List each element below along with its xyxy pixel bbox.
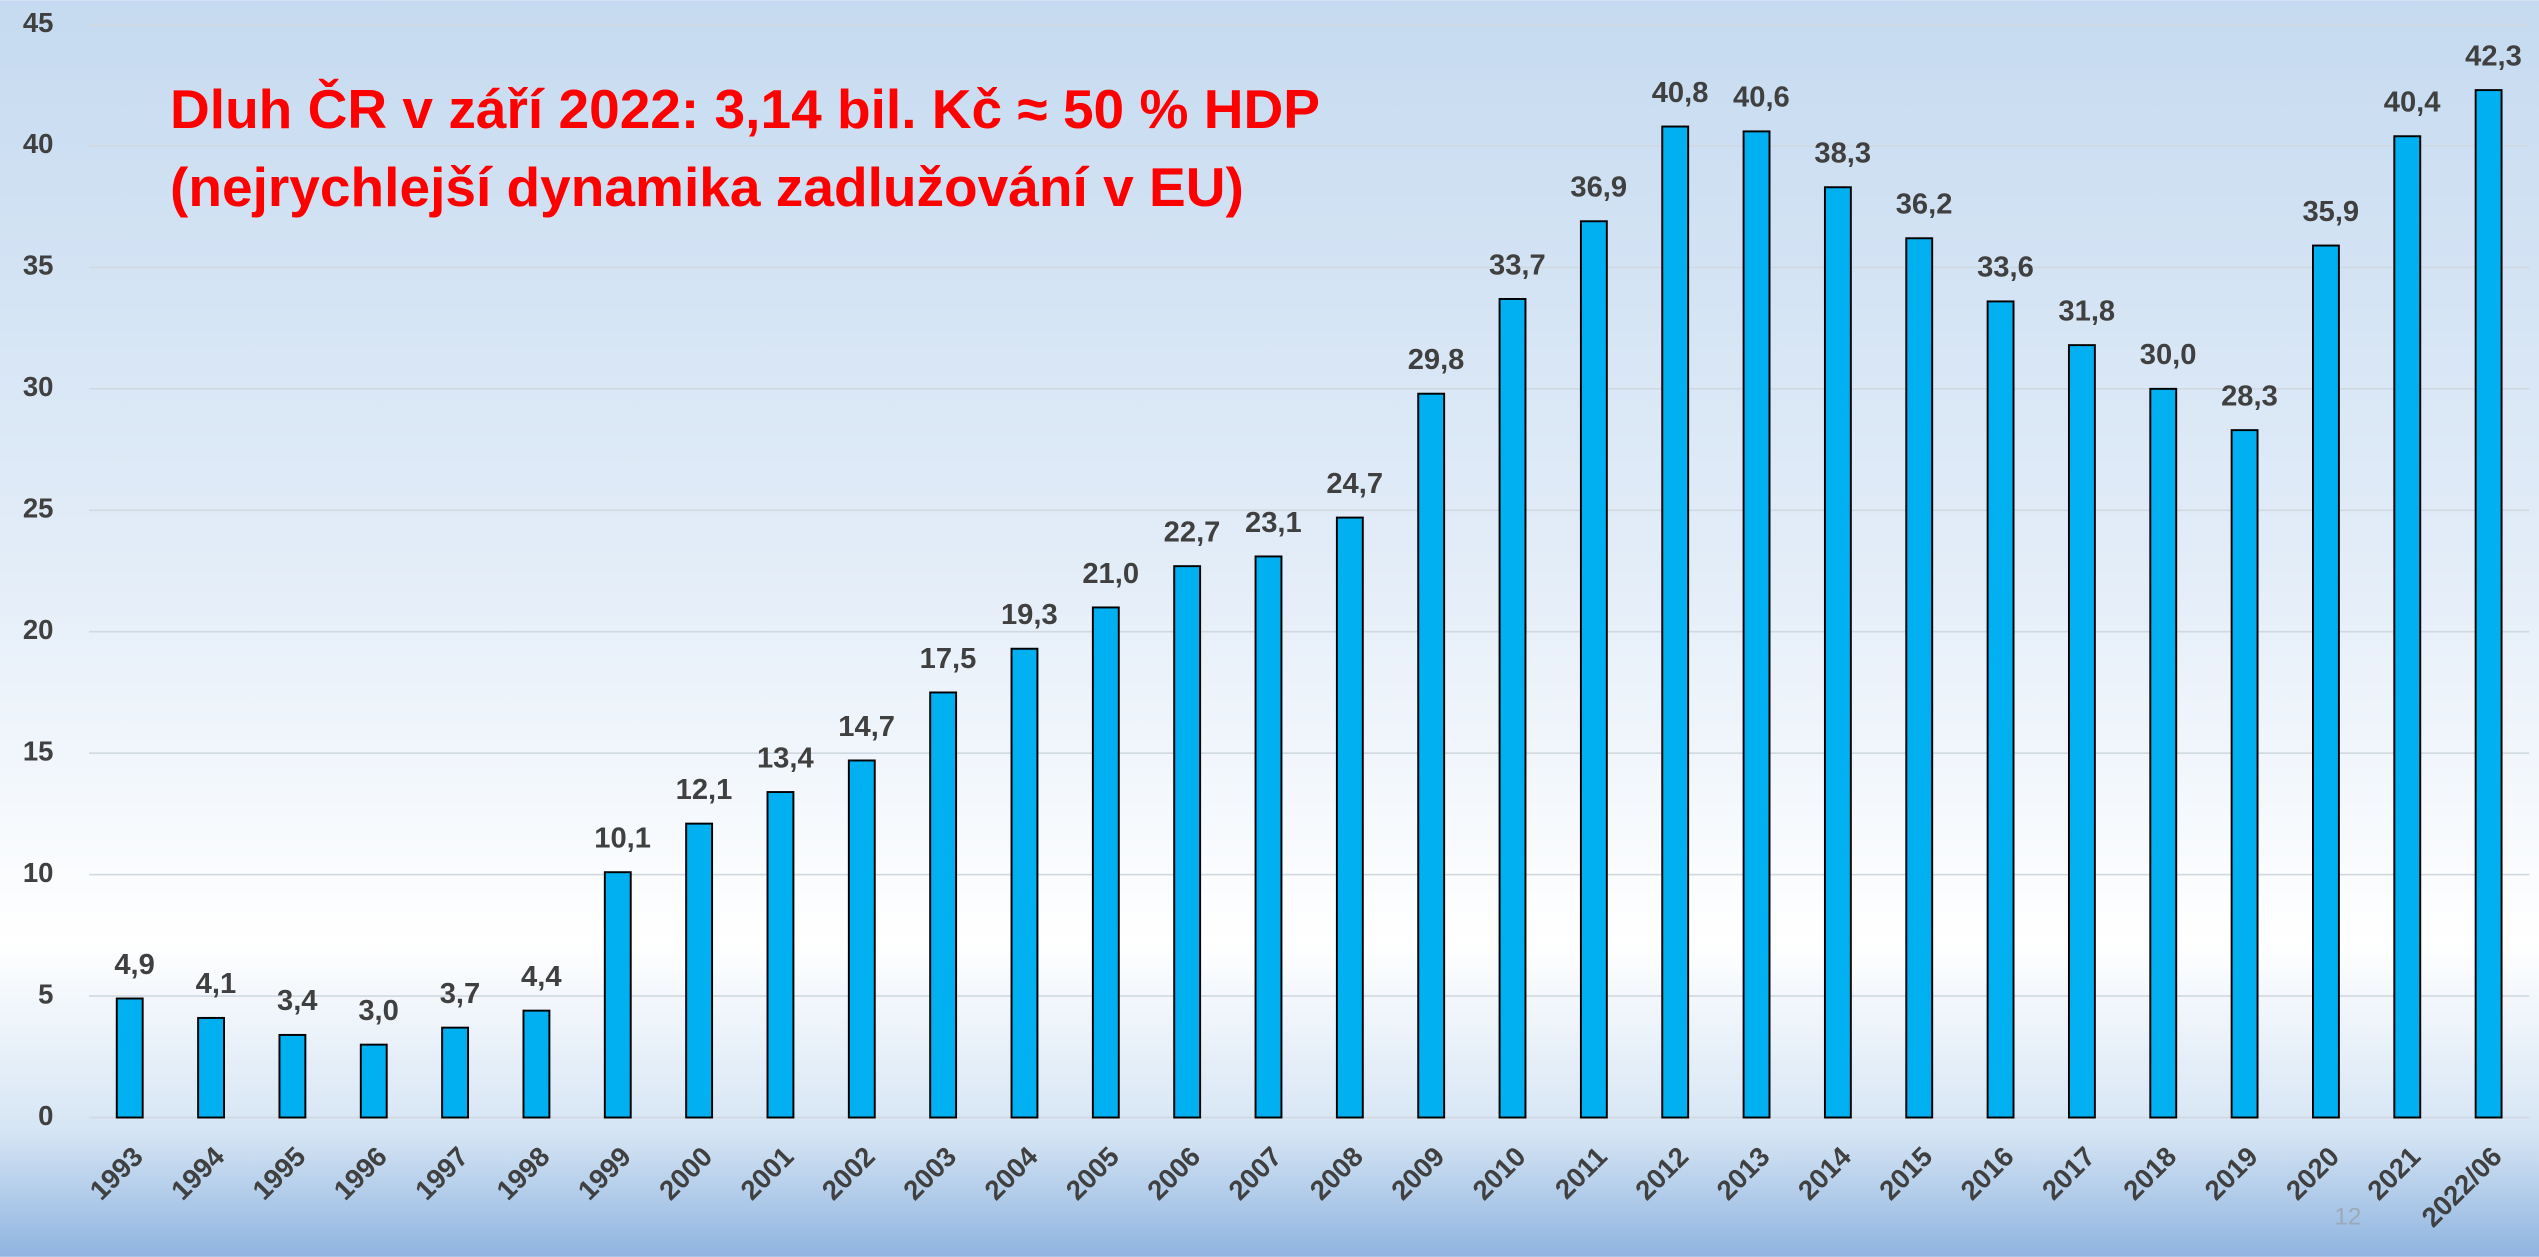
bar bbox=[197, 1016, 225, 1119]
value-label: 22,7 bbox=[1164, 516, 1221, 548]
value-label: 12,1 bbox=[676, 774, 733, 806]
value-label: 30,0 bbox=[2140, 339, 2197, 371]
value-label: 36,2 bbox=[1896, 189, 1953, 221]
bar bbox=[1010, 647, 1039, 1119]
value-label: 13,4 bbox=[757, 742, 814, 774]
value-label: 36,9 bbox=[1570, 172, 1627, 204]
bar bbox=[2230, 429, 2259, 1119]
y-tick-label: 10 bbox=[23, 857, 54, 888]
bar bbox=[1986, 300, 2015, 1119]
value-label: 14,7 bbox=[838, 711, 895, 743]
bar bbox=[603, 871, 632, 1119]
value-label: 10,1 bbox=[594, 823, 651, 855]
bar bbox=[2474, 89, 2503, 1119]
page-number: 12 bbox=[2334, 1203, 2361, 1230]
bar bbox=[685, 822, 714, 1119]
value-label: 35,9 bbox=[2302, 196, 2359, 228]
bar bbox=[359, 1043, 388, 1119]
y-tick-label: 30 bbox=[23, 371, 54, 402]
bar bbox=[1254, 555, 1283, 1119]
bar bbox=[1661, 125, 1690, 1119]
y-tick-label: 45 bbox=[23, 7, 54, 38]
bar bbox=[1417, 392, 1446, 1119]
value-label: 17,5 bbox=[920, 643, 977, 675]
bar bbox=[1579, 220, 1608, 1119]
value-label: 19,3 bbox=[1001, 599, 1058, 631]
value-label: 40,6 bbox=[1733, 82, 1790, 114]
value-label: 29,8 bbox=[1408, 344, 1465, 376]
value-label: 33,7 bbox=[1489, 249, 1546, 281]
y-tick-label: 35 bbox=[23, 250, 54, 281]
bar bbox=[1905, 237, 1934, 1119]
value-label: 21,0 bbox=[1082, 558, 1139, 590]
value-label: 40,8 bbox=[1652, 77, 1709, 109]
bar bbox=[441, 1026, 470, 1119]
bar bbox=[278, 1033, 307, 1119]
bar bbox=[1335, 516, 1364, 1119]
bar bbox=[847, 759, 876, 1119]
bar bbox=[2067, 344, 2096, 1119]
y-tick-label: 40 bbox=[23, 128, 54, 159]
bar bbox=[1742, 130, 1771, 1119]
chart-subtitle: (nejrychlejší dynamika zadlužování v EU) bbox=[170, 156, 1244, 218]
y-tick-label: 25 bbox=[23, 493, 54, 524]
value-label: 4,9 bbox=[114, 949, 155, 981]
bar bbox=[1173, 565, 1202, 1119]
value-label: 23,1 bbox=[1245, 507, 1302, 539]
y-tick-label: 5 bbox=[38, 978, 53, 1009]
y-tick-label: 20 bbox=[23, 614, 54, 645]
bar bbox=[1091, 606, 1120, 1119]
bar bbox=[115, 997, 144, 1119]
bar bbox=[1823, 186, 1852, 1119]
bar bbox=[2393, 135, 2422, 1119]
bar bbox=[522, 1009, 551, 1119]
value-label: 28,3 bbox=[2221, 380, 2278, 412]
value-label: 24,7 bbox=[1326, 468, 1383, 500]
y-tick-label: 15 bbox=[23, 735, 54, 766]
bar bbox=[2149, 387, 2178, 1119]
value-label: 3,7 bbox=[440, 978, 481, 1010]
y-tick-label: 0 bbox=[38, 1100, 53, 1131]
bar bbox=[2312, 244, 2340, 1119]
bar bbox=[766, 791, 795, 1119]
value-label: 40,4 bbox=[2384, 87, 2441, 119]
value-label: 4,4 bbox=[521, 961, 562, 993]
chart-title: Dluh ČR v září 2022: 3,14 bil. Kč ≈ 50 %… bbox=[170, 78, 1320, 140]
bar bbox=[929, 691, 958, 1119]
value-label: 4,1 bbox=[196, 968, 237, 1000]
value-label: 38,3 bbox=[1814, 138, 1871, 170]
bar bbox=[1498, 298, 1527, 1119]
value-label: 42,3 bbox=[2465, 40, 2522, 72]
value-label: 33,6 bbox=[1977, 252, 2034, 284]
value-label: 3,0 bbox=[358, 995, 399, 1027]
value-label: 3,4 bbox=[277, 985, 318, 1017]
value-label: 31,8 bbox=[2058, 295, 2115, 327]
